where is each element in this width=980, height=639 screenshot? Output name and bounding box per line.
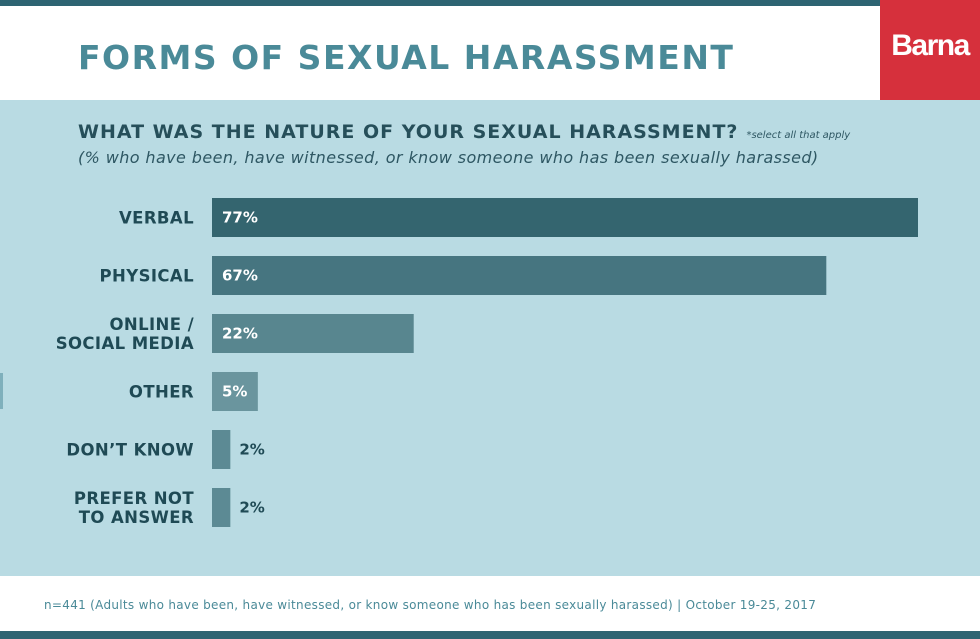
barna-logo: Barna: [880, 0, 980, 100]
value-label-4: 2%: [239, 441, 264, 459]
top-accent-bar: [0, 0, 980, 6]
value-label-0: 77%: [222, 209, 258, 227]
footer: n=441 (Adults who have been, have witnes…: [0, 576, 980, 631]
category-label-1: PHYSICAL: [100, 267, 195, 286]
header: FORMS OF SEXUAL HARASSMENT: [0, 6, 980, 100]
chart-subtitle: (% who have been, have witnessed, or kno…: [78, 148, 819, 167]
category-label-0: VERBAL: [119, 209, 194, 228]
chart-title: WHAT WAS THE NATURE OF YOUR SEXUAL HARAS…: [78, 121, 739, 143]
category-label-2: ONLINE / SOCIAL MEDIA: [56, 315, 195, 353]
value-label-3: 5%: [222, 383, 247, 401]
category-label-3: OTHER: [129, 383, 194, 402]
chart-question: WHAT WAS THE NATURE OF YOUR SEXUAL HARAS…: [78, 121, 850, 143]
bar-3: [212, 372, 258, 411]
sample-footnote: n=441 (Adults who have been, have witnes…: [44, 598, 817, 612]
bottom-accent-bar: [0, 631, 980, 639]
bar-5: [212, 488, 231, 527]
category-label-5: PREFER NOT TO ANSWER: [74, 489, 194, 527]
value-label-5: 2%: [239, 499, 264, 517]
bar-1: [212, 256, 827, 295]
chart-panel: [0, 100, 980, 576]
chart-title-note: *select all that apply: [746, 130, 851, 141]
value-label-2: 22%: [222, 325, 258, 343]
page-title: FORMS OF SEXUAL HARASSMENT: [78, 38, 735, 77]
bar-2: [212, 314, 414, 353]
bar-4: [212, 430, 231, 469]
bar-0: [212, 198, 918, 237]
side-marker: [0, 373, 3, 409]
value-label-1: 67%: [222, 267, 258, 285]
category-label-4: DON’T KNOW: [66, 441, 194, 460]
logo-text: Barna: [891, 29, 970, 62]
